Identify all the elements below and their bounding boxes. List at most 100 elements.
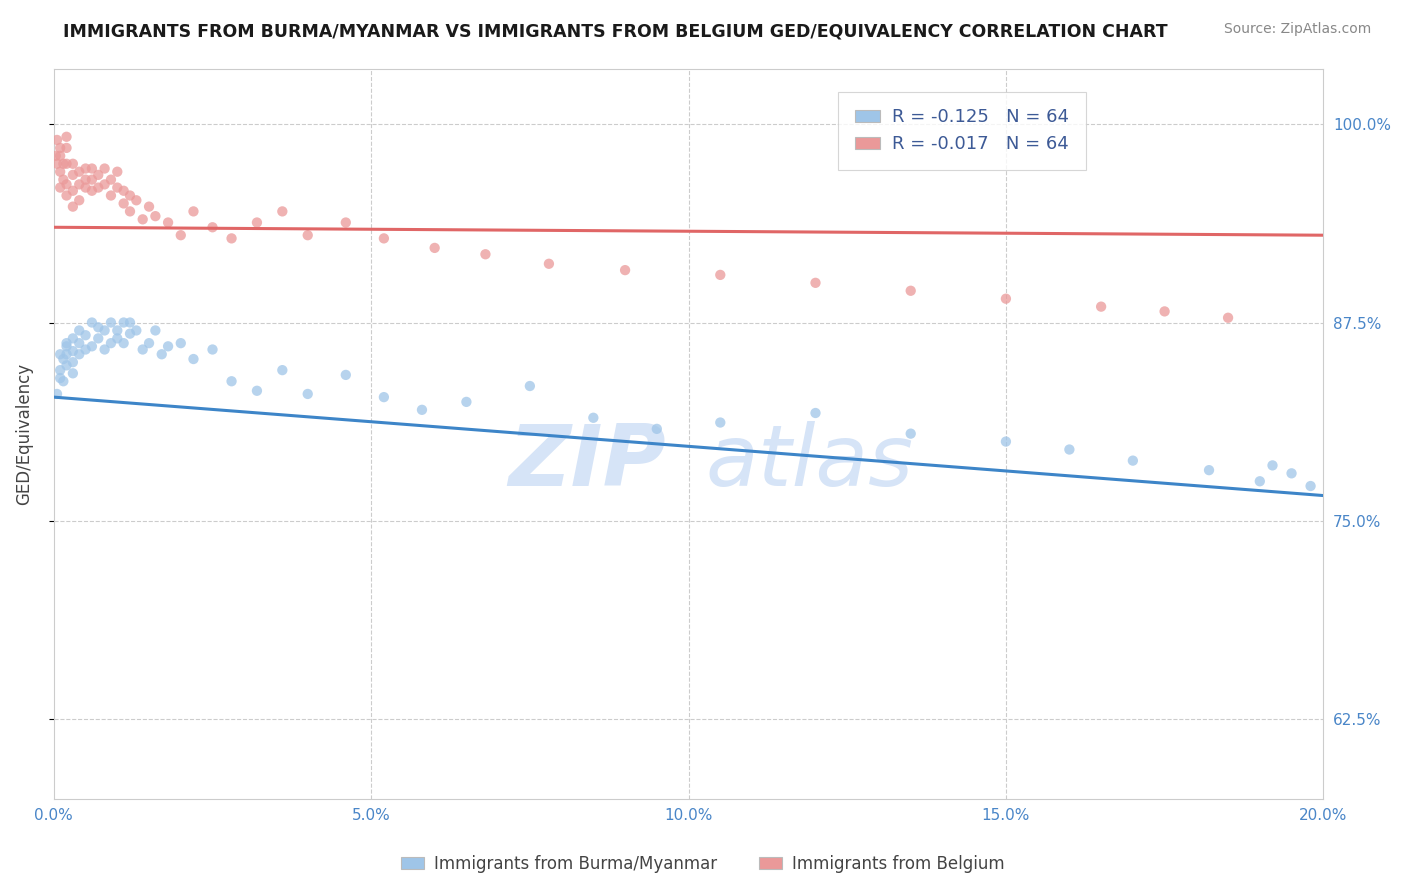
Point <box>67 164 90 178</box>
Text: Source: ZipAtlas.com: Source: ZipAtlas.com <box>1223 22 1371 37</box>
Point <box>1153 304 1175 318</box>
Point <box>537 257 560 271</box>
Text: ZIP: ZIP <box>508 421 666 504</box>
Point <box>93 178 115 192</box>
Point <box>804 276 827 290</box>
Point <box>49 371 72 385</box>
Point <box>994 292 1017 306</box>
Point <box>335 368 357 382</box>
Point <box>519 379 541 393</box>
Point <box>46 133 69 147</box>
Point <box>105 164 128 178</box>
Point <box>67 347 90 361</box>
Point <box>271 204 294 219</box>
Point <box>183 204 205 219</box>
Text: atlas: atlas <box>706 421 912 504</box>
Point <box>1299 479 1322 493</box>
Point <box>157 339 180 353</box>
Point <box>49 149 72 163</box>
Point <box>297 387 319 401</box>
Point <box>93 343 115 357</box>
Point <box>55 157 77 171</box>
Point <box>138 336 160 351</box>
Point <box>93 323 115 337</box>
Point <box>62 367 84 381</box>
Point <box>62 200 84 214</box>
Point <box>131 212 153 227</box>
Point <box>49 347 72 361</box>
Point <box>87 180 110 194</box>
Point <box>709 268 731 282</box>
Point <box>221 231 243 245</box>
Point <box>423 241 446 255</box>
Point <box>118 204 141 219</box>
Point <box>80 172 103 186</box>
Point <box>1249 475 1271 489</box>
Point <box>67 336 90 351</box>
Point <box>80 184 103 198</box>
Point <box>150 347 173 361</box>
Y-axis label: GED/Equivalency: GED/Equivalency <box>15 362 32 505</box>
Point <box>112 196 135 211</box>
Point <box>112 184 135 198</box>
Point <box>994 434 1017 449</box>
Point <box>105 323 128 337</box>
Point <box>297 228 319 243</box>
Point <box>100 336 122 351</box>
Point <box>49 180 72 194</box>
Point <box>1122 453 1144 467</box>
Point <box>246 215 269 229</box>
Point <box>62 157 84 171</box>
Point <box>145 323 167 337</box>
Point <box>373 390 395 404</box>
Point <box>55 339 77 353</box>
Point <box>201 220 224 235</box>
Point <box>1261 458 1284 473</box>
Point <box>67 323 90 337</box>
Point <box>131 343 153 357</box>
Point <box>62 184 84 198</box>
Point <box>645 422 668 436</box>
Point <box>118 188 141 202</box>
Point <box>614 263 637 277</box>
Point <box>62 355 84 369</box>
Point <box>474 247 496 261</box>
Point <box>157 215 180 229</box>
Point <box>271 363 294 377</box>
Point <box>62 168 84 182</box>
Point <box>170 336 193 351</box>
Point <box>105 180 128 194</box>
Point <box>49 141 72 155</box>
Point <box>87 320 110 334</box>
Point <box>118 326 141 341</box>
Point <box>373 231 395 245</box>
Point <box>55 359 77 373</box>
Point <box>100 172 122 186</box>
Point <box>55 178 77 192</box>
Point <box>411 402 433 417</box>
Point <box>80 339 103 353</box>
Point <box>100 188 122 202</box>
Point <box>1216 310 1239 325</box>
Point <box>75 172 97 186</box>
Point <box>804 406 827 420</box>
Point <box>183 351 205 366</box>
Point <box>900 284 922 298</box>
Point <box>75 328 97 343</box>
Point <box>93 161 115 176</box>
Point <box>246 384 269 398</box>
Point <box>1059 442 1081 457</box>
Point <box>1198 463 1220 477</box>
Point <box>46 157 69 171</box>
Point <box>46 387 69 401</box>
Point <box>80 161 103 176</box>
Point <box>67 178 90 192</box>
Point <box>75 161 97 176</box>
Point <box>170 228 193 243</box>
Point <box>75 180 97 194</box>
Legend: Immigrants from Burma/Myanmar, Immigrants from Belgium: Immigrants from Burma/Myanmar, Immigrant… <box>394 848 1012 880</box>
Point <box>87 331 110 345</box>
Text: IMMIGRANTS FROM BURMA/MYANMAR VS IMMIGRANTS FROM BELGIUM GED/EQUIVALENCY CORRELA: IMMIGRANTS FROM BURMA/MYANMAR VS IMMIGRA… <box>63 22 1168 40</box>
Point <box>118 316 141 330</box>
Point <box>62 344 84 359</box>
